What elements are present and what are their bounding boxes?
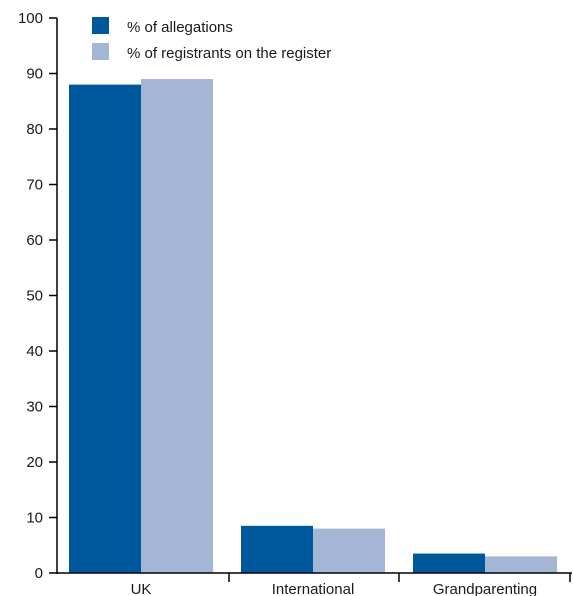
bar-grandparenting-series-2	[485, 556, 557, 573]
y-tick-label-60: 60	[26, 232, 43, 249]
y-tick-label-30: 30	[26, 399, 43, 416]
legend-swatch-series-1	[92, 17, 109, 34]
bar-uk-series-2	[141, 79, 213, 574]
bar-international-series-2	[313, 528, 385, 573]
y-tick-label-0: 0	[35, 565, 43, 582]
y-tick-label-10: 10	[26, 510, 43, 527]
bars-layer	[69, 79, 557, 574]
legend-label-series-2: % of registrants on the register	[127, 45, 331, 62]
y-tick-label-50: 50	[26, 288, 43, 305]
y-tick-label-100: 100	[18, 10, 43, 27]
axes-layer: 0 10 20 30 40 50 60 70 80 90 100 UK International Gra…	[18, 10, 572, 596]
bar-uk-series-1	[69, 84, 141, 573]
bar-international-series-1	[241, 525, 313, 573]
x-category-label-grandparenting: Grandparenting	[433, 581, 537, 596]
x-category-label-international: International	[272, 581, 355, 596]
legend-label-series-1: % of allegations	[127, 19, 233, 36]
legend: % of allegations % of registrants on the …	[92, 17, 331, 62]
y-tick-label-70: 70	[26, 177, 43, 194]
x-category-label-uk: UK	[131, 581, 152, 596]
bar-grandparenting-series-1	[413, 553, 485, 573]
y-tick-label-90: 90	[26, 66, 43, 83]
legend-swatch-series-2	[92, 43, 109, 60]
y-tick-label-20: 20	[26, 454, 43, 471]
y-tick-label-40: 40	[26, 343, 43, 360]
y-tick-label-80: 80	[26, 121, 43, 138]
